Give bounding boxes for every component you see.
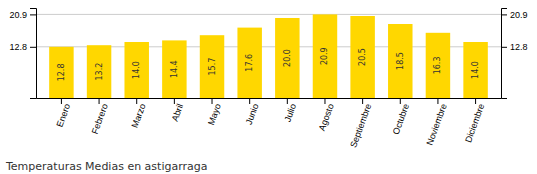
bar — [162, 40, 186, 98]
tick: Abril — [170, 98, 186, 123]
y2-axis-line — [502, 9, 508, 99]
bar — [275, 18, 299, 98]
tick: 12.8 — [501, 42, 528, 52]
tick: Febrero — [90, 98, 110, 135]
data-label: 14.0 — [132, 61, 141, 79]
tick: 20.9 — [9, 10, 36, 20]
tick-label: Agosto — [317, 102, 336, 132]
y-axis-line — [30, 9, 37, 99]
tick-label: 12.8 — [510, 42, 528, 52]
bar — [463, 42, 487, 98]
bar — [87, 45, 111, 98]
tick-mark — [501, 14, 507, 15]
data-label: 14.4 — [170, 60, 179, 78]
data-label: 16.3 — [433, 56, 442, 74]
tick-mark — [30, 14, 36, 15]
tick-label: Enero — [55, 102, 73, 128]
tick-label: Marzo — [130, 102, 148, 129]
tick-label: Junio — [244, 102, 261, 126]
bars — [49, 14, 488, 98]
tick: Julio — [282, 98, 298, 123]
x-axis-line — [37, 98, 502, 99]
data-label: 20.9 — [320, 47, 329, 65]
tick: 12.8 — [9, 42, 36, 52]
tick-label: Noviembre — [424, 102, 448, 146]
x-axis: Enero Febrero Marzo Abril Mayo Junio Julio Agos… — [37, 98, 502, 149]
y-axis: 12.8 20.9 — [9, 9, 36, 99]
data-label: 13.2 — [95, 63, 104, 81]
data-label: 20.0 — [283, 49, 292, 67]
tick-label: Septiembre — [348, 102, 373, 149]
tick: Octubre — [391, 98, 411, 136]
tick: Septiembre — [348, 98, 373, 149]
data-label: 15.7 — [208, 58, 217, 76]
tick-label: Mayo — [206, 102, 223, 126]
grid-line — [36, 14, 501, 15]
tick: Mayo — [206, 98, 223, 126]
tick: Enero — [55, 98, 73, 128]
data-label: 20.5 — [358, 48, 367, 66]
tick: Junio — [244, 98, 261, 126]
bar — [49, 47, 73, 98]
tick-label: Octubre — [391, 102, 411, 136]
bar — [388, 24, 412, 98]
bar — [313, 14, 337, 98]
bar — [124, 42, 148, 98]
tick-label: Abril — [170, 102, 186, 122]
tick-label: Julio — [282, 102, 298, 123]
tick-label: Diciembre — [463, 102, 486, 143]
tick: 20.9 — [501, 10, 528, 20]
data-labels: 12.8 13.2 14.0 14.4 15.7 17.6 20.0 20.9 20.5 18.5… — [57, 47, 480, 81]
tick-label: 20.9 — [510, 10, 528, 20]
tick: Noviembre — [424, 98, 448, 147]
data-label: 17.6 — [245, 54, 254, 72]
data-label: 14.0 — [471, 61, 480, 79]
chart: 12.8 13.2 14.0 14.4 15.7 17.6 20.0 20.9 20.5 18.5… — [0, 0, 537, 174]
tick-mark — [30, 47, 36, 48]
y2-axis: 12.8 20.9 — [501, 9, 528, 99]
bar — [426, 33, 450, 98]
tick-mark — [501, 47, 507, 48]
tick: Marzo — [130, 98, 148, 129]
data-label: 12.8 — [57, 63, 66, 81]
bar — [237, 28, 261, 98]
tick-label: 12.8 — [9, 42, 27, 52]
title: Temperaturas Medias en astigarraga — [5, 160, 208, 173]
bar — [200, 35, 224, 98]
tick: Agosto — [317, 98, 336, 132]
tick-label: 20.9 — [9, 10, 27, 20]
data-label: 18.5 — [396, 52, 405, 70]
tick: Diciembre — [463, 98, 486, 144]
tick-label: Febrero — [90, 102, 110, 135]
bar — [350, 16, 374, 98]
